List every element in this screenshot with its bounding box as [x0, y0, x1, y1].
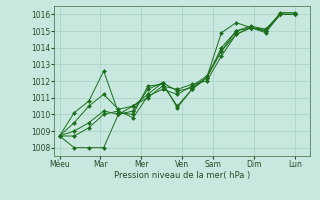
X-axis label: Pression niveau de la mer( hPa ): Pression niveau de la mer( hPa ): [114, 171, 251, 180]
